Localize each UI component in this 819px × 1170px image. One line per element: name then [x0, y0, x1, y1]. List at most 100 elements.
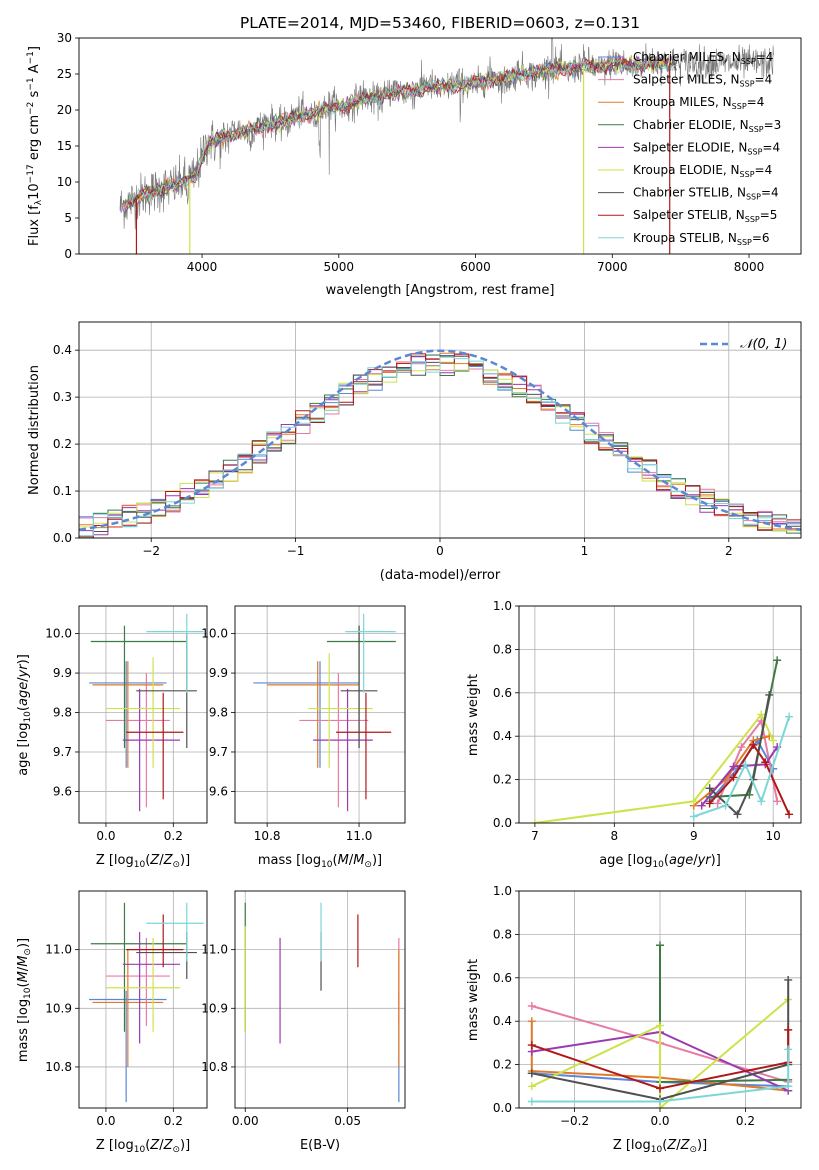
x-tick-label: −2: [142, 544, 160, 558]
weight-marker: [713, 799, 722, 808]
weight-marker: [761, 758, 770, 767]
weight-marker: [656, 1021, 664, 1030]
weight-marker: [773, 656, 782, 665]
y-tick-label: 11.0: [201, 943, 228, 957]
y-tick-label: 10.8: [201, 1060, 228, 1074]
figure-title: PLATE=2014, MJD=53460, FIBERID=0603, z=0…: [240, 14, 640, 32]
plot-area-ebv_mass: [244, 902, 400, 1103]
weight-marker: [527, 1017, 536, 1026]
x-tick-label: 0.0: [96, 1114, 115, 1128]
y-tick-label: 0.2: [493, 773, 512, 787]
weight-marker: [737, 743, 746, 752]
x-tick-label: 5000: [324, 260, 355, 274]
x-tick-label: 6000: [460, 260, 491, 274]
x-tick-label: 0.05: [334, 1114, 361, 1128]
weight-marker: [530, 819, 539, 823]
y-tick-label: 0.3: [53, 390, 72, 404]
plot-area-spectrum: [119, 38, 774, 254]
weight-marker: [527, 1082, 536, 1091]
plot-area-mass_age: [253, 613, 396, 812]
y-tick-label: 0.2: [53, 437, 72, 451]
y-tick-label: 0.1: [53, 484, 72, 498]
spectrum-legend: Chabrier MILES, NSSP=4 Salpeter MILES, NS…: [598, 50, 781, 247]
plot-area-residuals: [79, 349, 801, 538]
spectrum-ylabel: Flux [fλ10−17 erg cm−2 s−1 A−1]: [26, 46, 44, 246]
x-tick-label: 7000: [597, 260, 628, 274]
legend-label: Kroupa STELIB, NSSP=6: [633, 231, 770, 247]
y-tick-label: 0.0: [493, 1101, 512, 1115]
weight-marker: [527, 1002, 536, 1011]
y-tick-label: 9.7: [209, 745, 228, 759]
weight-marker: [705, 799, 714, 808]
axes-z_mass: 0.0 0.2 10.8 10.9 11.0 Z [log10(Z/Z⊙)] mass [l…: [16, 890, 208, 1155]
weight-marker: [733, 810, 742, 819]
axes-age_weight: 7 8 9 10 0.0 0.2 0.4 0.6 0.8 1.0 age [log10(age/yr…: [466, 599, 802, 870]
weight-marker: [765, 690, 774, 699]
x-tick-label: 7: [531, 829, 539, 843]
x-tick-label: 9: [690, 829, 698, 843]
y-tick-label: 0.8: [493, 642, 512, 656]
y-tick-label: 10.0: [45, 627, 72, 641]
legend-label: Kroupa MILES, NSSP=4: [633, 95, 764, 111]
axes-frame: [78, 605, 208, 824]
plot-area-z_mass: [89, 902, 204, 1103]
x-tick-label: −1: [287, 544, 305, 558]
weight-marker: [773, 797, 782, 806]
y-tick-label: 0.2: [493, 1058, 512, 1072]
weight-line: [700, 746, 779, 807]
weight-line: [531, 998, 789, 1108]
weight-marker: [705, 784, 714, 793]
y-tick-label: 5: [64, 211, 72, 225]
legend-label: Chabrier MILES, NSSP=4: [633, 50, 773, 66]
z_weight-xlabel: Z [log10(Z/Z⊙)]: [613, 1138, 707, 1155]
axes-frame: [78, 37, 802, 255]
weight-marker: [784, 975, 793, 984]
axes-frame: [78, 321, 802, 539]
weight-marker: [784, 1082, 793, 1091]
weight-marker: [729, 762, 738, 771]
legend-label: Salpeter STELIB, NSSP=5: [633, 208, 777, 224]
y-tick-label: 0: [64, 247, 72, 261]
x-tick-label: 0.00: [232, 1114, 259, 1128]
axes-ebv_mass: 0.00 0.05 10.8 10.9 11.0 E(B-V): [201, 890, 406, 1153]
weight-line: [531, 1049, 790, 1103]
x-tick-label: 10: [766, 829, 781, 843]
x-tick-label: 2: [725, 544, 733, 558]
weight-marker: [757, 797, 766, 806]
legend-label: Chabrier ELODIE, NSSP=3: [633, 118, 781, 134]
z-age-xlabel: Z [log10(Z/Z⊙)]: [96, 853, 190, 870]
y-tick-label: 0.6: [493, 686, 512, 700]
model-spectrum-line: [124, 54, 673, 209]
z-age-ylabel: age [log10(age/yr)]: [16, 654, 33, 776]
weight-marker: [785, 810, 794, 819]
legend-label: Salpeter ELODIE, NSSP=4: [633, 140, 780, 156]
weight-marker: [656, 941, 664, 950]
axes-mass_age: 10.8 11.0 9.6 9.7 9.8 9.9 10.0 mass [log10(M/M⊙…: [201, 605, 406, 870]
y-tick-label: 0.8: [493, 927, 512, 941]
x-tick-label: 11.0: [346, 829, 373, 843]
legend-label: Chabrier STELIB, NSSP=4: [633, 186, 779, 202]
y-tick-label: 10.9: [201, 1001, 228, 1015]
weight-marker: [689, 797, 698, 806]
axes-frame: [518, 890, 802, 1109]
axes-spectrum: 4000 5000 6000 7000 8000 0 5 10 15 20 25 30 waveleng…: [26, 31, 802, 298]
weight-line: [708, 694, 771, 816]
weight-marker: [656, 1097, 664, 1106]
y-tick-label: 9.6: [53, 784, 72, 798]
weight-marker: [784, 1025, 793, 1034]
z-mass-ylabel: mass [log10(M/M⊙)]: [16, 938, 33, 1062]
plot-area-z_weight: [527, 941, 793, 1108]
y-tick-label: 0.4: [493, 729, 512, 743]
weight-marker: [527, 1097, 536, 1106]
y-tick-label: 10: [57, 175, 72, 189]
y-tick-label: 10.8: [45, 1060, 72, 1074]
z_weight-ylabel: mass weight: [466, 959, 481, 1041]
x-tick-label: 0.0: [96, 829, 115, 843]
weight-marker: [721, 801, 730, 810]
x-tick-label: 0: [436, 544, 444, 558]
age_weight-xlabel: age [log10(age/yr)]: [599, 853, 721, 870]
mass-age-xlabel: mass [log10(M/M⊙)]: [258, 853, 382, 870]
residuals-ylabel: Normed distribution: [27, 365, 42, 495]
weight-marker: [527, 1069, 536, 1078]
